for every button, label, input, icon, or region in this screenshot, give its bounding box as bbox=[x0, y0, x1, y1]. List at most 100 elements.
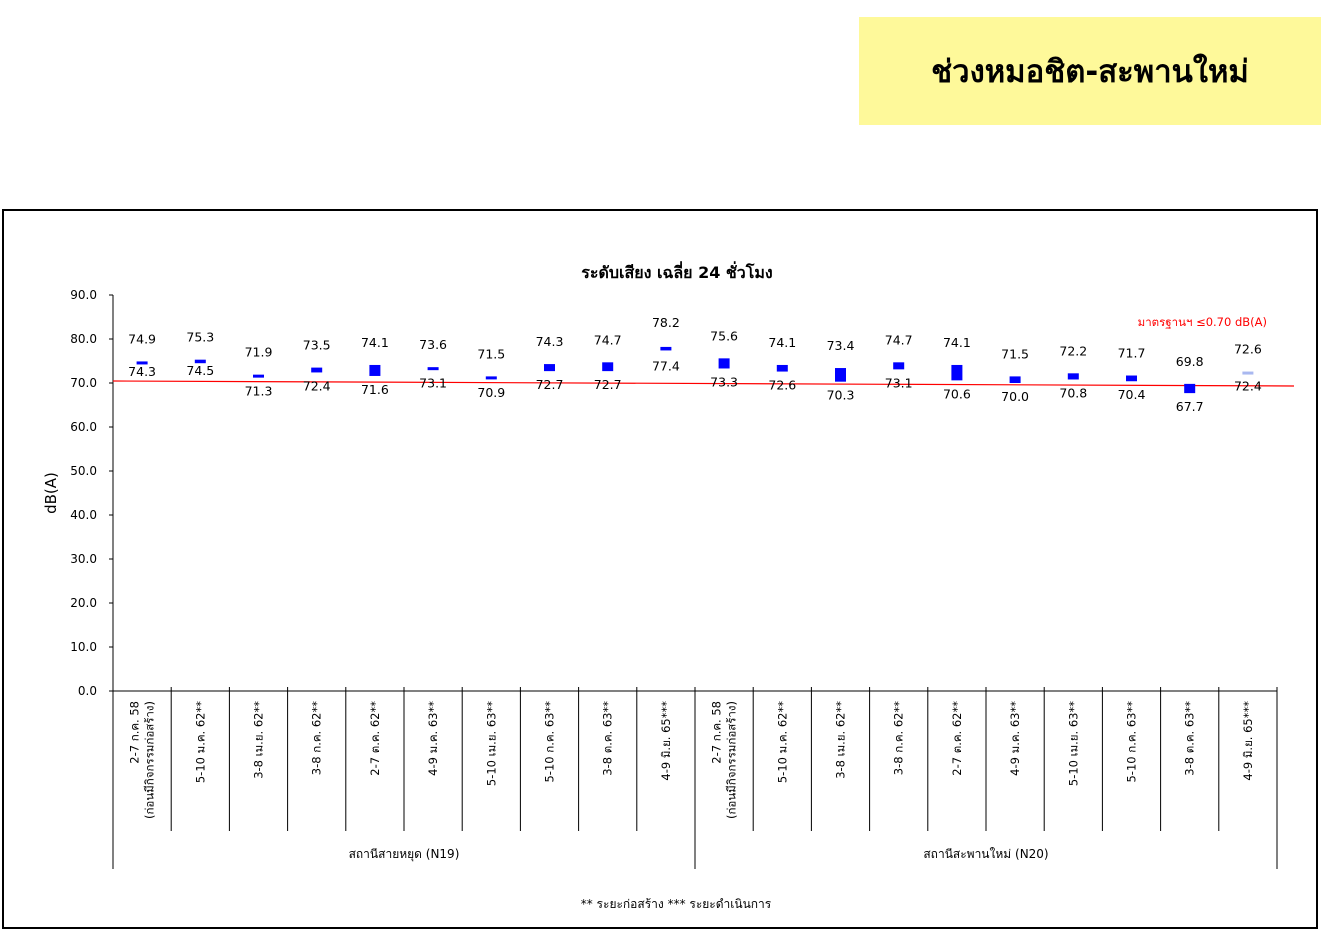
data-label-high: 74.1 bbox=[361, 335, 389, 350]
data-label-high: 72.2 bbox=[1059, 343, 1087, 358]
x-tick-label: 3-8 ต.ค. 63** bbox=[1183, 701, 1197, 776]
standard-limit-line bbox=[112, 380, 1295, 387]
x-tick-label: 4-9 มิ.ย. 65*** bbox=[659, 701, 673, 781]
x-tick-label: 5-10 ก.ค. 63** bbox=[1125, 701, 1139, 783]
x-tick-label: 4-9 ม.ค. 63** bbox=[426, 701, 440, 776]
data-label-low: 72.4 bbox=[303, 378, 331, 393]
y-axis-label: dB(A) bbox=[42, 472, 60, 514]
range-bar bbox=[718, 358, 730, 369]
range-bar bbox=[369, 364, 381, 376]
x-tick-label: 3-8 เม.ย. 62** bbox=[252, 701, 266, 779]
data-label-high: 74.3 bbox=[536, 334, 564, 349]
range-bar bbox=[311, 367, 323, 373]
x-tick-label: 3-8 ก.ค. 62** bbox=[310, 701, 324, 775]
data-label-low: 72.4 bbox=[1234, 378, 1262, 393]
x-tick-label: 3-8 ก.ค. 62** bbox=[892, 701, 906, 775]
x-tick-label: 5-10 ม.ค. 62** bbox=[193, 701, 207, 783]
x-tick-label: 4-9 มิ.ย. 65*** bbox=[1241, 701, 1255, 781]
x-category-label: 4-9 มิ.ย. 65*** bbox=[659, 701, 673, 781]
group-label: สถานีสะพานใหม่ (N20) bbox=[923, 847, 1048, 861]
range-bar bbox=[835, 368, 846, 382]
x-tick-label: 4-9 ม.ค. 63** bbox=[1008, 701, 1022, 776]
y-tick-label: 50.0 bbox=[70, 464, 97, 478]
noise-level-chart: ระดับเสียง เฉลี่ย 24 ชั่วโมง dB(A) 0.0 10.0… bbox=[42, 261, 1295, 911]
data-label-low: 70.6 bbox=[943, 386, 971, 401]
group-label: สถานีสายหยุด (N19) bbox=[349, 847, 460, 862]
x-category-label: 5-10 ก.ค. 63** bbox=[543, 701, 557, 783]
data-label-low: 70.4 bbox=[1118, 387, 1146, 402]
y-tick-label: 40.0 bbox=[70, 508, 97, 522]
x-category-label: 5-10 ก.ค. 63** bbox=[1125, 701, 1139, 783]
x-category-label: 2-7 ก.ค. 58 (ก่อนมีกิจกรรมก่อสร้าง) bbox=[128, 701, 157, 819]
data-label-low: 72.6 bbox=[768, 378, 796, 393]
standard-label: มาตรฐานฯ ≤0.70 dB(A) bbox=[1138, 315, 1267, 329]
y-tick-label: 90.0 bbox=[70, 288, 97, 302]
data-label-low: 74.3 bbox=[128, 364, 156, 379]
range-bar bbox=[485, 376, 497, 380]
x-tick-label: 5-10 เม.ย. 63** bbox=[484, 701, 498, 786]
range-bar bbox=[1067, 373, 1079, 380]
data-label-high: 74.7 bbox=[885, 332, 913, 347]
range-bar bbox=[602, 362, 614, 372]
x-category-label: 4-9 ม.ค. 63** bbox=[426, 701, 440, 776]
x-category-label: 4-9 มิ.ย. 65*** bbox=[1241, 701, 1255, 781]
x-tick-label: 2-7 ก.ค. 58 bbox=[128, 701, 142, 764]
data-label-low: 73.3 bbox=[710, 374, 738, 389]
range-bar bbox=[1242, 371, 1254, 375]
data-label-low: 71.3 bbox=[245, 383, 273, 398]
x-tick-label: 2-7 ก.ค. 58 bbox=[710, 701, 724, 764]
y-tick-label: 20.0 bbox=[70, 596, 97, 610]
x-category-label: 3-8 เม.ย. 62** bbox=[252, 701, 266, 779]
range-bar bbox=[1184, 383, 1196, 394]
range-bar bbox=[194, 359, 206, 364]
range-bar bbox=[427, 367, 439, 371]
y-tick-label: 0.0 bbox=[78, 684, 97, 698]
chart-title: ระดับเสียง เฉลี่ย 24 ชั่วโมง bbox=[581, 261, 772, 282]
y-tick-label: 30.0 bbox=[70, 552, 97, 566]
data-label-low: 70.8 bbox=[1059, 385, 1087, 400]
data-label-high: 71.5 bbox=[1001, 346, 1029, 361]
x-tick-label: (ก่อนมีกิจกรรมก่อสร้าง) bbox=[143, 701, 157, 819]
x-category-label: 3-8 ก.ค. 62** bbox=[310, 701, 324, 775]
x-category-label: 5-10 เม.ย. 63** bbox=[1066, 701, 1080, 786]
y-tick-label: 70.0 bbox=[70, 376, 97, 390]
data-label-high: 73.4 bbox=[827, 338, 855, 353]
data-label-low: 70.0 bbox=[1001, 389, 1029, 404]
x-category-label: 3-8 ต.ค. 63** bbox=[601, 701, 615, 776]
x-tick-label: 5-10 ม.ค. 62** bbox=[775, 701, 789, 783]
y-tick-label: 80.0 bbox=[70, 332, 97, 346]
data-label-low: 74.5 bbox=[186, 363, 214, 378]
range-bar bbox=[660, 346, 672, 351]
x-category-label: 2-7 ต.ค. 62** bbox=[950, 701, 964, 776]
data-label-low: 67.7 bbox=[1176, 399, 1204, 414]
range-bar bbox=[1009, 376, 1021, 383]
data-label-low: 72.7 bbox=[594, 377, 622, 392]
chart-footnote: ** ระยะก่อสร้าง *** ระยะดำเนินการ bbox=[581, 897, 772, 911]
data-label-low: 73.1 bbox=[885, 375, 913, 390]
y-tick-label: 10.0 bbox=[70, 640, 97, 654]
x-category-label: 5-10 ม.ค. 62** bbox=[775, 701, 789, 783]
range-bar bbox=[544, 364, 555, 372]
data-label-high: 73.5 bbox=[303, 338, 331, 353]
data-label-high: 74.1 bbox=[768, 335, 796, 350]
data-label-high: 71.9 bbox=[245, 345, 273, 360]
x-category-label: 2-7 ก.ค. 58 (ก่อนมีกิจกรรมก่อสร้าง) bbox=[710, 701, 739, 819]
section-banner: ช่วงหมอชิต-สะพานใหม่ bbox=[859, 17, 1321, 125]
x-category-label: 3-8 ก.ค. 62** bbox=[892, 701, 906, 775]
data-label-high: 75.3 bbox=[186, 330, 214, 345]
x-category-label: 5-10 ม.ค. 62** bbox=[193, 701, 207, 783]
range-bar bbox=[1126, 375, 1137, 382]
data-label-high: 71.7 bbox=[1118, 346, 1146, 361]
data-label-low: 73.1 bbox=[419, 375, 447, 390]
range-bar bbox=[253, 374, 264, 378]
x-tick-label: 3-8 เม.ย. 62** bbox=[834, 701, 848, 779]
range-bar bbox=[951, 364, 963, 381]
data-label-high: 71.5 bbox=[477, 346, 505, 361]
x-category-label: 5-10 เม.ย. 63** bbox=[484, 701, 498, 786]
data-label-low: 77.4 bbox=[652, 358, 680, 373]
range-bar bbox=[776, 364, 788, 372]
data-label-low: 71.6 bbox=[361, 382, 389, 397]
data-label-high: 74.1 bbox=[943, 335, 971, 350]
x-category-label: 2-7 ต.ค. 62** bbox=[368, 701, 382, 776]
x-tick-label: 5-10 ก.ค. 63** bbox=[543, 701, 557, 783]
